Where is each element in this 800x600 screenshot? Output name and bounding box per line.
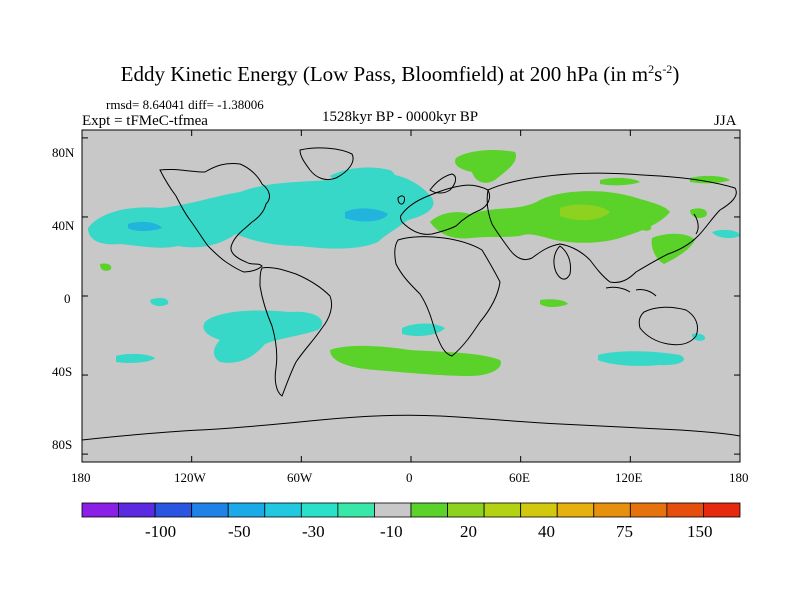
colorbar-swatch [300, 502, 339, 518]
colorbar-swatch [118, 502, 156, 518]
coastlines [82, 147, 740, 441]
colorbar-swatch [666, 502, 704, 518]
australia-coast [638, 306, 699, 346]
north-pacific-atlantic-band [88, 175, 434, 249]
positive-anomaly-strong-regions [560, 204, 610, 221]
negative-anomaly-regions [88, 167, 740, 366]
uk-coast [397, 195, 405, 205]
lon-label-60w: 60W [287, 470, 313, 485]
colorbar-label: -100 [145, 522, 177, 541]
plot-title: Eddy Kinetic Energy (Low Pass, Bloomfiel… [120, 62, 680, 86]
colorbar-swatch [593, 502, 631, 518]
south-indian-patch [330, 345, 501, 376]
indonesia-coast [605, 286, 657, 297]
colorbar-swatch [703, 502, 741, 518]
season-label: JJA [714, 113, 737, 129]
central-pacific-patch [100, 263, 112, 271]
positive-anomaly-regions [100, 150, 730, 376]
arctic-patch [455, 150, 516, 183]
colorbar-swatch [556, 502, 595, 518]
east-siberia-patch [690, 175, 730, 184]
map-background [82, 130, 740, 462]
south-america-coast [259, 267, 333, 397]
southeast-pacific-patch [116, 353, 155, 363]
colorbar-label: -10 [380, 522, 403, 541]
south-indian-east-patch [540, 299, 568, 307]
colorbar-swatch [629, 502, 668, 518]
india-coast [553, 245, 571, 280]
colorbar-swatch [81, 502, 119, 518]
lon-label-120w: 120W [174, 470, 206, 485]
colorbar-swatch [264, 502, 302, 518]
colorbar-label: 150 [687, 522, 713, 541]
eurasia-coast [486, 172, 737, 283]
lat-label-80n: 80N [52, 145, 75, 160]
lon-label-180w: 180 [71, 470, 91, 485]
north-america-coast [159, 163, 270, 273]
north-pacific-east-patch [712, 229, 740, 239]
southern-ocean-australia-patch [598, 351, 684, 366]
stats-label: rmsd= 8.64041 diff= -1.38006 [106, 97, 264, 112]
pacific-core [128, 221, 162, 231]
central-asia-core [560, 204, 610, 221]
colorbar-label: 75 [616, 522, 633, 541]
south-pacific-patch [203, 310, 323, 363]
lon-label-60e: 60E [509, 470, 530, 485]
greenland-coast [299, 147, 354, 181]
colorbar-swatch [520, 502, 558, 518]
atlantic-core [345, 208, 388, 222]
colorbar-swatch [154, 502, 193, 518]
east-asia-patch [690, 208, 707, 218]
central-pacific-patch [150, 297, 169, 307]
scandinavia-coast [429, 173, 457, 194]
colorbar-swatch [483, 502, 522, 518]
east-asia-small-patch [640, 223, 652, 231]
colorbar-swatch [191, 502, 229, 518]
colorbar-swatch [374, 502, 412, 518]
lat-label-80s: 80S [52, 437, 73, 452]
lon-label-120e: 120E [615, 470, 643, 485]
colorbar-label: -30 [302, 522, 325, 541]
period-label: 1528kyr BP - 0000kyr BP [321, 109, 479, 125]
north-atlantic-patch [330, 167, 396, 187]
antarctica-coast [82, 414, 740, 441]
colorbar-label: 20 [460, 522, 477, 541]
lat-label-0: 0 [64, 291, 71, 306]
axis-ticks [81, 130, 741, 462]
siberia-patch [600, 177, 640, 186]
negative-anomaly-strong-regions [128, 208, 388, 231]
experiment-label: Expt = tFMeC-tfmea [82, 113, 208, 129]
lat-label-40n: 40N [52, 218, 75, 233]
colorbar-swatch [337, 502, 375, 518]
colorbar-label: 40 [538, 522, 555, 541]
japan-coast [693, 213, 699, 235]
tasman-patch [692, 333, 706, 341]
lon-label-0: 0 [406, 470, 413, 485]
colorbar [81, 502, 741, 518]
shaded-regions [82, 147, 740, 441]
lon-label-180e: 180 [729, 470, 749, 485]
colorbar-label: -50 [228, 522, 251, 541]
lat-label-40s: 40S [52, 364, 73, 379]
colorbar-swatch [227, 502, 266, 518]
eurasia-band [430, 191, 670, 243]
colorbar-swatch [447, 502, 485, 518]
colorbar-swatch [410, 502, 448, 518]
africa-coast [394, 236, 501, 357]
